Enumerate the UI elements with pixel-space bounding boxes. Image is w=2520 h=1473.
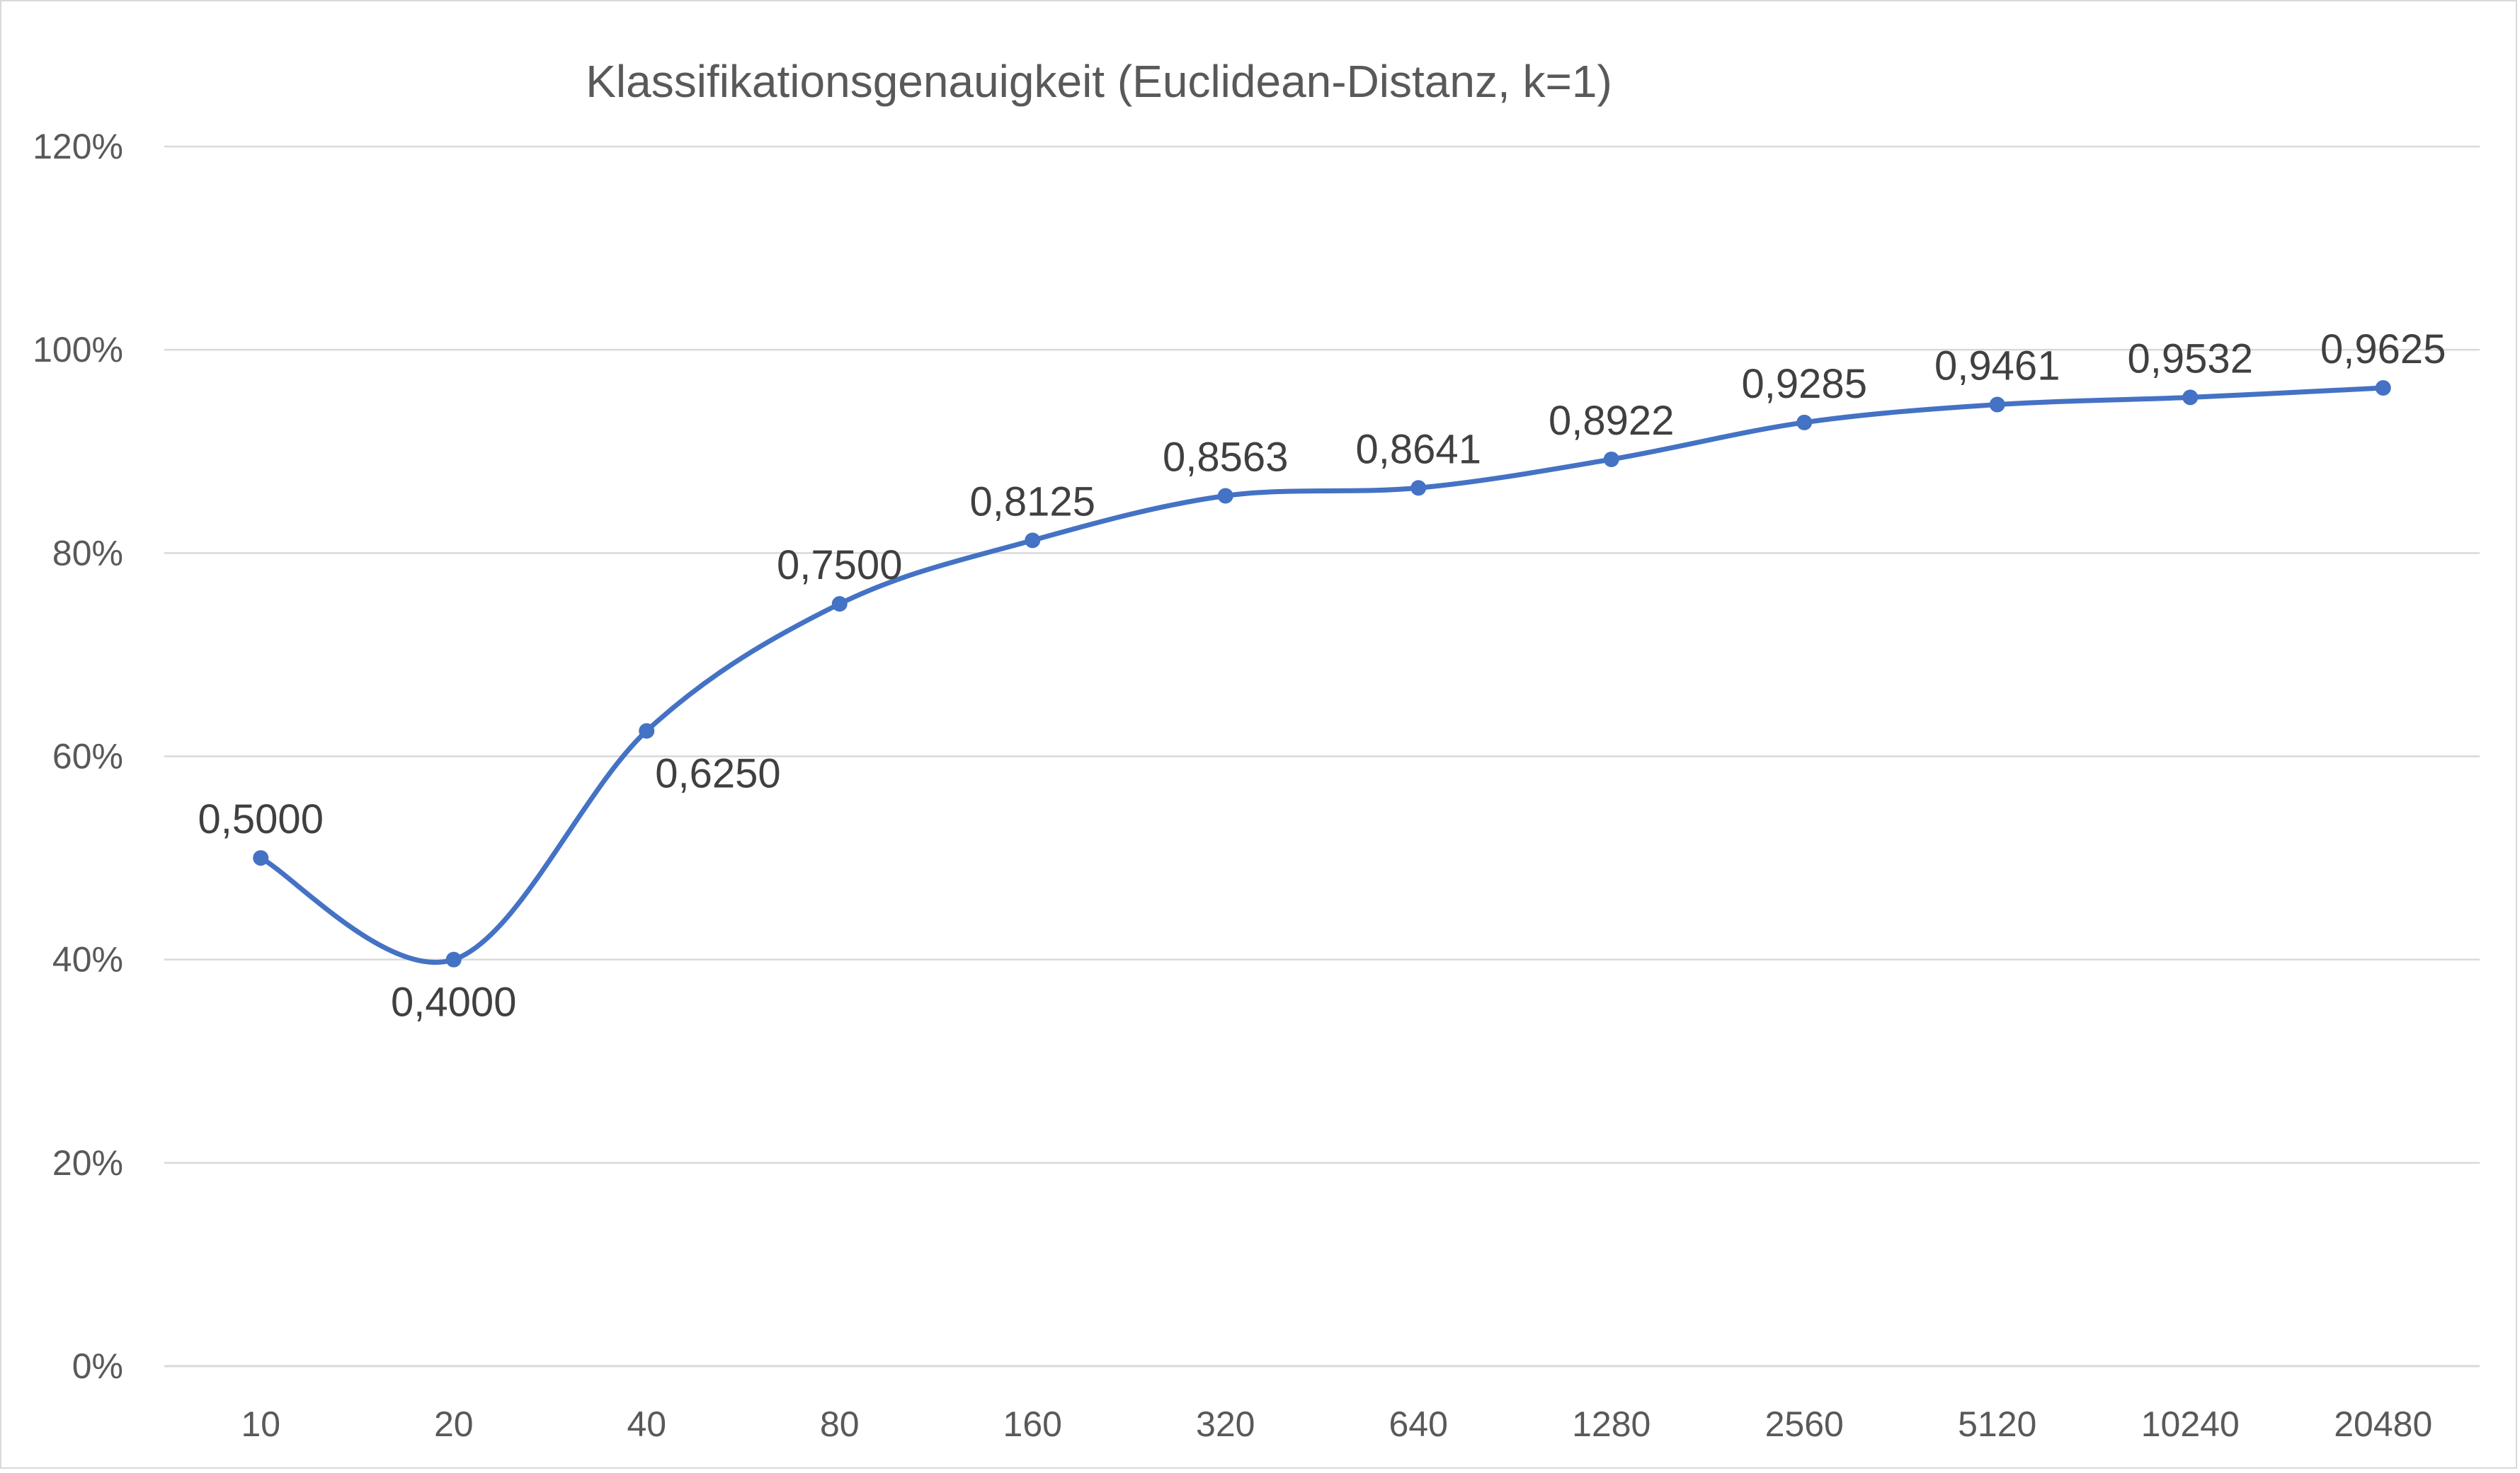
y-tick-label: 120%	[33, 127, 123, 166]
x-tick-label: 1280	[1572, 1404, 1650, 1444]
data-point-marker	[1217, 488, 1233, 504]
x-tick-label: 80	[820, 1404, 860, 1444]
data-label: 0,8563	[1163, 434, 1288, 480]
x-tick-label: 10	[241, 1404, 280, 1444]
data-label: 0,8922	[1549, 398, 1674, 444]
data-label: 0,7500	[777, 542, 902, 588]
data-point-marker	[831, 596, 848, 612]
data-label: 0,5000	[198, 796, 324, 842]
y-tick-label: 80%	[52, 533, 123, 573]
data-label: 0,9461	[1934, 343, 2060, 389]
data-point-marker	[1025, 532, 1041, 549]
y-tick-label: 40%	[52, 940, 123, 980]
data-label: 0,8125	[970, 478, 1095, 525]
series-line	[258, 385, 2386, 965]
x-axis-tick-labels: 10 20 40 80 160 320 640 1280 2560 5120 10240 20480	[241, 1404, 2432, 1444]
data-point-marker	[1603, 451, 1619, 467]
data-markers	[253, 380, 2391, 968]
gridlines	[164, 145, 2480, 1368]
data-point-marker	[445, 951, 462, 968]
x-tick-label: 5120	[1958, 1404, 2036, 1444]
series-layer	[258, 385, 2386, 965]
data-point-marker	[1410, 480, 1427, 496]
x-tick-label: 40	[627, 1404, 666, 1444]
data-label: 0,9625	[2320, 326, 2446, 372]
data-labels: 0,5000 0,4000 0,6250 0,7500 0,8125 0,8563 0,86…	[198, 326, 2446, 1026]
data-point-marker	[253, 850, 269, 866]
x-tick-label: 640	[1389, 1404, 1448, 1444]
chart-title: Klassifikationsgenauigkeit (Euclidean-Di…	[586, 56, 1612, 107]
x-tick-label: 2560	[1765, 1404, 1844, 1444]
x-tick-label: 160	[1003, 1404, 1062, 1444]
data-label: 0,6250	[655, 751, 780, 797]
x-tick-label: 20480	[2334, 1404, 2432, 1444]
data-point-marker	[2182, 389, 2199, 406]
x-tick-label: 20	[434, 1404, 474, 1444]
x-tick-label: 10240	[2141, 1404, 2240, 1444]
data-point-marker	[2375, 380, 2391, 396]
x-tick-label: 320	[1196, 1404, 1255, 1444]
data-label: 0,9532	[2128, 336, 2253, 382]
data-label: 0,4000	[391, 980, 516, 1026]
data-label: 0,9285	[1742, 361, 1867, 407]
data-point-marker	[1796, 414, 1813, 430]
y-tick-label: 20%	[52, 1143, 123, 1183]
y-tick-label: 0%	[72, 1346, 123, 1386]
y-axis-tick-labels: 0% 20% 40% 60% 80% 100% 120%	[33, 127, 123, 1386]
data-point-marker	[639, 723, 655, 739]
data-point-marker	[1989, 396, 2005, 413]
y-tick-label: 100%	[33, 330, 123, 369]
data-label: 0,8641	[1356, 426, 1481, 472]
y-tick-label: 60%	[52, 737, 123, 776]
